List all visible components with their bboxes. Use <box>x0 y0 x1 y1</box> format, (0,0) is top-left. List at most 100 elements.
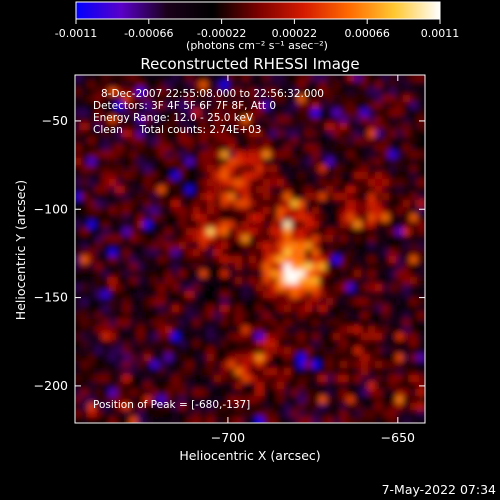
heatmap-cell <box>417 179 425 188</box>
heatmap-cell <box>270 179 279 188</box>
heatmap-cell <box>319 417 328 423</box>
heatmap-cell <box>312 382 321 391</box>
heatmap-cell <box>298 193 307 202</box>
heatmap-cell <box>361 256 370 265</box>
heatmap-cell <box>109 116 118 125</box>
heatmap-cell <box>214 88 223 97</box>
heatmap-cell <box>75 249 83 258</box>
heatmap-cell <box>193 123 202 132</box>
heatmap-cell <box>389 277 398 286</box>
heatmap-cell <box>396 368 405 377</box>
heatmap-cell <box>193 410 202 419</box>
heatmap-cell <box>186 235 195 244</box>
heatmap-cell <box>242 249 251 258</box>
heatmap-cell <box>123 347 132 356</box>
heatmap-cell <box>368 200 377 209</box>
heatmap-cell <box>207 151 216 160</box>
heatmap-cell <box>319 179 328 188</box>
heatmap-cell <box>291 263 300 272</box>
heatmap-cell <box>172 291 181 300</box>
heatmap-cell <box>375 361 384 370</box>
heatmap-cell <box>81 396 90 405</box>
heatmap-cell <box>130 361 139 370</box>
heatmap-cell <box>382 144 391 153</box>
heatmap-cell <box>214 109 223 118</box>
heatmap-cell <box>158 270 167 279</box>
heatmap-cell <box>284 151 293 160</box>
heatmap-cell <box>389 417 398 423</box>
heatmap-cell <box>200 88 209 97</box>
heatmap-cell <box>207 340 216 349</box>
heatmap-cell <box>319 284 328 293</box>
heatmap-cell <box>284 228 293 237</box>
heatmap-cell <box>270 410 279 419</box>
heatmap-cell <box>165 319 174 328</box>
heatmap-cell <box>137 403 146 412</box>
heatmap-cell <box>340 249 349 258</box>
heatmap-cell <box>221 75 230 83</box>
heatmap-cell <box>354 319 363 328</box>
colorbar-tick-label: -0.00022 <box>197 27 246 40</box>
heatmap-cell <box>200 116 209 125</box>
heatmap-cell <box>368 410 377 419</box>
heatmap-cell <box>81 270 90 279</box>
heatmap-cell <box>137 88 146 97</box>
heatmap-cell <box>151 179 160 188</box>
heatmap-cell <box>312 109 321 118</box>
heatmap-cell <box>165 165 174 174</box>
heatmap-cell <box>298 242 307 251</box>
heatmap-cell <box>375 186 384 195</box>
heatmap-cell <box>319 158 328 167</box>
heatmap-cell <box>95 102 104 111</box>
heatmap-cell <box>263 81 272 90</box>
heatmap-cell <box>382 263 391 272</box>
heatmap-cell <box>130 95 139 104</box>
heatmap-cell <box>305 221 314 230</box>
heatmap-cell <box>144 88 153 97</box>
heatmap-cell <box>361 116 370 125</box>
heatmap-cell <box>410 375 419 384</box>
heatmap-cell <box>116 165 125 174</box>
heatmap-cell <box>200 270 209 279</box>
heatmap-cell <box>382 340 391 349</box>
heatmap-cell <box>312 186 321 195</box>
heatmap-cell <box>221 88 230 97</box>
heatmap-cell <box>312 88 321 97</box>
heatmap-cell <box>417 319 425 328</box>
heatmap-cell <box>263 263 272 272</box>
heatmap-cell <box>256 284 265 293</box>
heatmap-cell <box>375 368 384 377</box>
heatmap-cell <box>88 193 97 202</box>
heatmap-cell <box>389 389 398 398</box>
heatmap-cell <box>123 389 132 398</box>
heatmap-cell <box>249 207 258 216</box>
heatmap-cell <box>333 88 342 97</box>
heatmap-cell <box>186 368 195 377</box>
heatmap-cell <box>256 130 265 139</box>
heatmap-cell <box>347 186 356 195</box>
heatmap-cell <box>270 417 279 423</box>
heatmap-cell <box>130 319 139 328</box>
heatmap-cell <box>228 75 237 83</box>
heatmap-cell <box>123 75 132 83</box>
heatmap-cell <box>207 228 216 237</box>
heatmap-cell <box>298 347 307 356</box>
heatmap-cell <box>340 75 349 83</box>
heatmap-cell <box>312 263 321 272</box>
heatmap-cell <box>123 102 132 111</box>
heatmap-cell <box>319 270 328 279</box>
heatmap-cell <box>109 109 118 118</box>
heatmap-cell <box>333 354 342 363</box>
heatmap-cell <box>151 235 160 244</box>
heatmap-cell <box>368 417 377 423</box>
heatmap-cell <box>298 291 307 300</box>
heatmap-cell <box>165 186 174 195</box>
heatmap-cell <box>340 263 349 272</box>
heatmap-cell <box>151 144 160 153</box>
heatmap-cell <box>165 417 174 423</box>
heatmap-cell <box>340 200 349 209</box>
heatmap-cell <box>375 102 384 111</box>
heatmap-cell <box>81 305 90 314</box>
heatmap-cell <box>123 116 132 125</box>
